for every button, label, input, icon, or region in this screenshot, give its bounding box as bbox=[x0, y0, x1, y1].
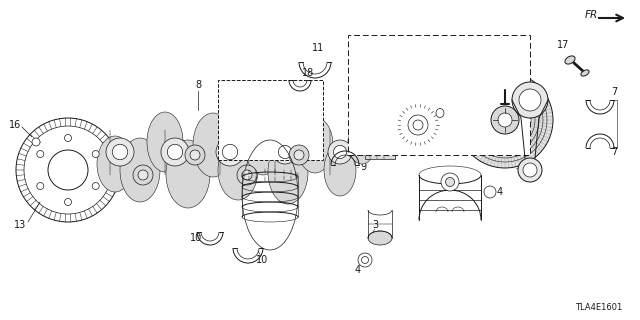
Ellipse shape bbox=[565, 56, 575, 64]
Circle shape bbox=[512, 82, 548, 118]
Text: 7: 7 bbox=[611, 147, 617, 157]
Text: 2: 2 bbox=[249, 140, 255, 150]
Circle shape bbox=[24, 126, 112, 214]
Circle shape bbox=[190, 150, 200, 160]
Circle shape bbox=[294, 150, 304, 160]
Text: 1: 1 bbox=[527, 163, 533, 173]
Circle shape bbox=[445, 178, 454, 187]
Circle shape bbox=[185, 145, 205, 165]
Circle shape bbox=[457, 72, 553, 168]
Ellipse shape bbox=[297, 117, 333, 173]
Bar bbox=[365, 145, 395, 159]
Text: 7: 7 bbox=[611, 87, 617, 97]
Circle shape bbox=[273, 140, 297, 164]
Circle shape bbox=[408, 115, 428, 135]
Ellipse shape bbox=[436, 108, 444, 117]
Circle shape bbox=[167, 144, 182, 160]
Circle shape bbox=[36, 150, 44, 157]
Circle shape bbox=[491, 106, 519, 134]
Text: FR.: FR. bbox=[585, 10, 601, 20]
Ellipse shape bbox=[268, 140, 308, 204]
Text: 15: 15 bbox=[484, 127, 496, 137]
Text: 10: 10 bbox=[256, 255, 268, 265]
Ellipse shape bbox=[147, 112, 183, 172]
Ellipse shape bbox=[97, 136, 133, 192]
Text: 11: 11 bbox=[312, 43, 324, 53]
Text: 13: 13 bbox=[14, 220, 26, 230]
Ellipse shape bbox=[581, 70, 589, 76]
Circle shape bbox=[237, 165, 257, 185]
Ellipse shape bbox=[166, 140, 210, 208]
Circle shape bbox=[441, 173, 459, 191]
Circle shape bbox=[92, 182, 99, 189]
Circle shape bbox=[48, 150, 88, 190]
Circle shape bbox=[138, 170, 148, 180]
Circle shape bbox=[222, 144, 237, 160]
Circle shape bbox=[16, 118, 120, 222]
Text: 12: 12 bbox=[409, 140, 421, 150]
Text: 3: 3 bbox=[372, 220, 378, 230]
Circle shape bbox=[161, 138, 189, 166]
Circle shape bbox=[289, 145, 309, 165]
Ellipse shape bbox=[432, 104, 448, 122]
Text: 4: 4 bbox=[355, 265, 361, 275]
Circle shape bbox=[358, 253, 372, 267]
Circle shape bbox=[65, 198, 72, 205]
Ellipse shape bbox=[218, 140, 258, 200]
Text: 10: 10 bbox=[190, 233, 202, 243]
Ellipse shape bbox=[348, 120, 376, 164]
Circle shape bbox=[523, 163, 537, 177]
Circle shape bbox=[328, 140, 352, 164]
Ellipse shape bbox=[120, 138, 160, 202]
Circle shape bbox=[484, 186, 496, 198]
Circle shape bbox=[32, 138, 40, 146]
Circle shape bbox=[362, 257, 369, 263]
Text: 6: 6 bbox=[515, 130, 521, 140]
Circle shape bbox=[92, 150, 99, 157]
Text: 8: 8 bbox=[195, 80, 201, 90]
Ellipse shape bbox=[324, 144, 356, 196]
Text: 9: 9 bbox=[360, 162, 366, 172]
Text: TLA4E1601: TLA4E1601 bbox=[575, 303, 622, 312]
Circle shape bbox=[519, 89, 541, 111]
Bar bbox=[348, 35, 530, 155]
Circle shape bbox=[413, 120, 423, 130]
Circle shape bbox=[400, 107, 436, 143]
Text: 18: 18 bbox=[302, 68, 314, 78]
Circle shape bbox=[216, 138, 244, 166]
Text: 14: 14 bbox=[424, 97, 436, 107]
Circle shape bbox=[278, 145, 292, 159]
Text: 17: 17 bbox=[557, 40, 569, 50]
Bar bbox=[218, 80, 323, 160]
Ellipse shape bbox=[193, 113, 233, 177]
Circle shape bbox=[106, 138, 134, 166]
Circle shape bbox=[36, 182, 44, 189]
Text: 4: 4 bbox=[497, 187, 503, 197]
Circle shape bbox=[242, 170, 252, 180]
Text: 16: 16 bbox=[9, 120, 21, 130]
Circle shape bbox=[333, 145, 347, 159]
Ellipse shape bbox=[245, 115, 281, 175]
Circle shape bbox=[65, 134, 72, 141]
Circle shape bbox=[518, 158, 542, 182]
Text: 5: 5 bbox=[495, 103, 501, 113]
Circle shape bbox=[133, 165, 153, 185]
Ellipse shape bbox=[368, 231, 392, 245]
Circle shape bbox=[112, 144, 128, 160]
Circle shape bbox=[498, 113, 512, 127]
